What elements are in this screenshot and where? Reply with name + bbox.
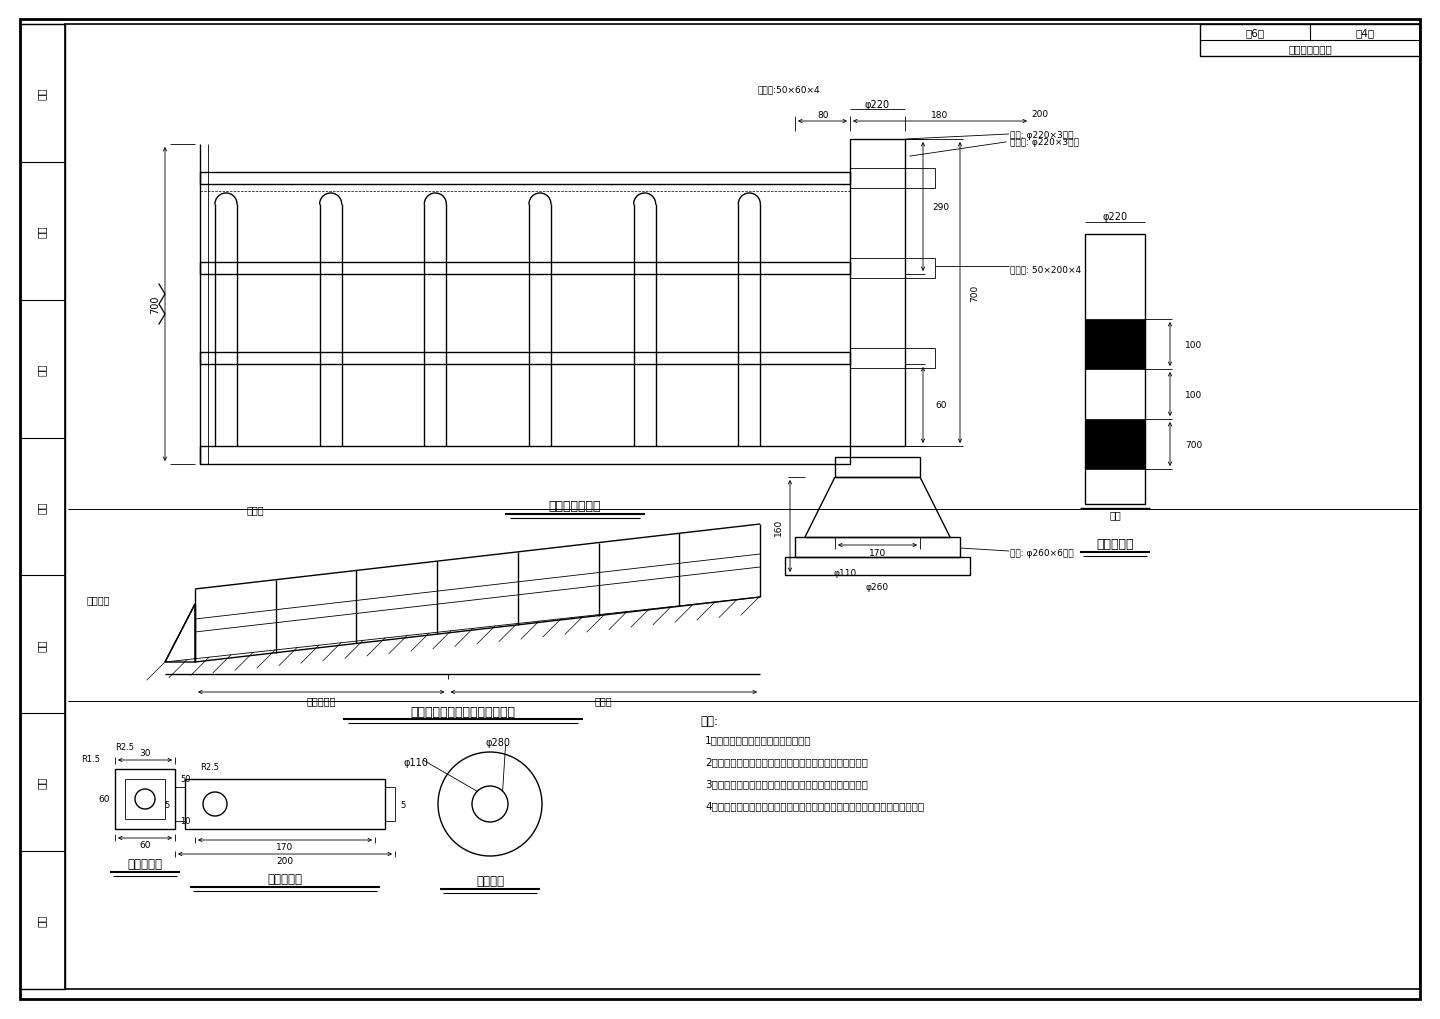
Text: 核查: 核查	[37, 225, 48, 237]
Text: 700: 700	[1185, 440, 1202, 449]
Text: φ260: φ260	[865, 583, 888, 592]
Bar	[850, 169, 935, 189]
Text: 底座: 底座	[1109, 510, 1120, 520]
Text: 200: 200	[1031, 109, 1048, 118]
Text: 700: 700	[971, 284, 979, 302]
Text: 专业: 专业	[37, 639, 48, 651]
Text: 5: 5	[400, 800, 405, 809]
Text: 5: 5	[164, 800, 170, 809]
Text: 180: 180	[932, 110, 949, 119]
Text: 防撞柱: 防撞柱	[246, 504, 264, 515]
Bar	[176, 788, 184, 821]
Text: 1、本图单位除特别说明外均为毫米。: 1、本图单位除特别说明外均为毫米。	[706, 735, 812, 744]
Bar	[20, 25, 65, 989]
Text: 10: 10	[180, 816, 190, 825]
Text: 连接片: 50×200×4: 连接片: 50×200×4	[1009, 265, 1081, 274]
Bar	[1084, 234, 1145, 504]
Bar	[1084, 420, 1145, 470]
Text: 底座: φ260×6钢板: 底座: φ260×6钢板	[1009, 548, 1074, 557]
Bar	[200, 173, 850, 184]
Text: 连接片:50×60×4: 连接片:50×60×4	[757, 86, 819, 95]
Bar	[384, 788, 395, 821]
Text: φ220: φ220	[865, 100, 890, 110]
Text: 制图: 制图	[37, 88, 48, 100]
Bar	[835, 458, 920, 478]
Text: 防撞柱连接大样: 防撞柱连接大样	[549, 500, 602, 513]
Text: 30: 30	[140, 749, 151, 758]
Text: 200: 200	[276, 857, 294, 866]
Bar	[850, 259, 935, 279]
Text: 4、其它未尽事项参见《道路交通标志和标线》规范及交通主管部分要求执行。: 4、其它未尽事项参见《道路交通标志和标线》规范及交通主管部分要求执行。	[706, 800, 924, 810]
Text: R2.5: R2.5	[200, 763, 219, 771]
Bar	[184, 780, 384, 829]
Text: 2、防撞柱采用刚性材料，按等间距设红、白相间反光膜。: 2、防撞柱采用刚性材料，按等间距设红、白相间反光膜。	[706, 756, 868, 766]
Text: 60: 60	[935, 401, 946, 410]
Text: φ110: φ110	[403, 757, 429, 767]
Text: 60: 60	[98, 795, 109, 804]
Bar	[200, 263, 850, 275]
Text: R1.5: R1.5	[81, 755, 99, 764]
Text: 60: 60	[140, 841, 151, 850]
Text: 共6张: 共6张	[1246, 28, 1264, 38]
Bar	[115, 769, 176, 829]
Bar	[1200, 25, 1420, 57]
Text: 交口设置: 交口设置	[86, 594, 109, 604]
Text: 50: 50	[180, 774, 190, 784]
Text: φ280: φ280	[485, 738, 511, 747]
Text: 交口处中央分隔护栏缩化示意图: 交口处中央分隔护栏缩化示意图	[410, 705, 516, 717]
Text: 160: 160	[773, 518, 782, 535]
Bar	[200, 446, 850, 465]
Text: 渐变段: 渐变段	[595, 695, 612, 705]
Text: φ220: φ220	[1103, 212, 1128, 222]
Text: 170: 170	[276, 843, 294, 852]
Text: 连接耳大样: 连接耳大样	[128, 858, 163, 870]
Bar	[795, 537, 960, 557]
Bar	[125, 780, 166, 819]
Text: 700: 700	[150, 296, 160, 314]
Text: 校对: 校对	[37, 776, 48, 789]
Bar	[785, 557, 971, 576]
Text: 底座大样: 底座大样	[477, 874, 504, 888]
Text: 分隔栏杆大样图: 分隔栏杆大样图	[1289, 44, 1332, 54]
Text: 防撞柱: φ220×3圆管: 防撞柱: φ220×3圆管	[1009, 138, 1079, 147]
Text: 100: 100	[1185, 390, 1202, 399]
Text: 80: 80	[818, 110, 829, 119]
Bar	[1084, 320, 1145, 370]
Text: 170: 170	[868, 549, 886, 558]
Text: 第4张: 第4张	[1355, 28, 1375, 38]
Text: 材质: φ220×3钢板: 材质: φ220×3钢板	[1009, 130, 1073, 140]
Text: φ110: φ110	[834, 569, 857, 578]
Bar	[200, 353, 850, 365]
Text: 日期: 日期	[37, 914, 48, 926]
Text: R2.5: R2.5	[115, 743, 134, 752]
Text: 说明:: 说明:	[700, 714, 719, 728]
Text: 防撞柱大样: 防撞柱大样	[1096, 538, 1133, 551]
Text: 290: 290	[933, 203, 949, 212]
Text: 3、连接耳分别焊接于栏杆及防撞桩上，并通过螺栓连接。: 3、连接耳分别焊接于栏杆及防撞桩上，并通过螺栓连接。	[706, 779, 868, 789]
Text: 缓化诱导段: 缓化诱导段	[307, 695, 336, 705]
Text: 审核: 审核	[37, 500, 48, 514]
Text: 日期: 日期	[37, 363, 48, 376]
Bar	[850, 140, 904, 446]
Bar	[850, 348, 935, 369]
Text: 100: 100	[1185, 340, 1202, 350]
Text: 连接耳大样: 连接耳大样	[268, 872, 302, 886]
